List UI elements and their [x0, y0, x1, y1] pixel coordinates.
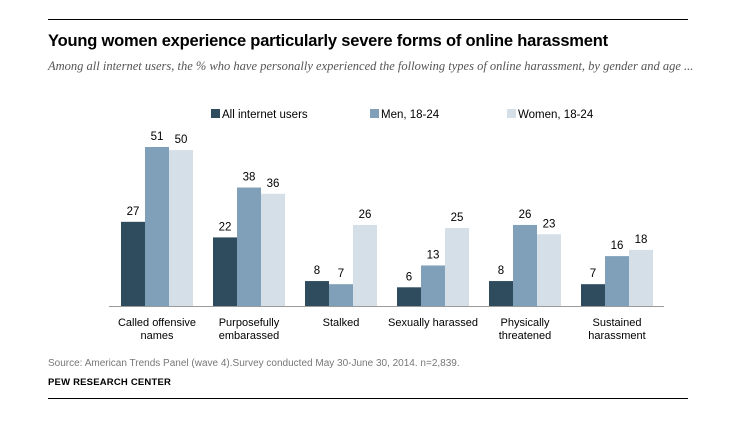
category-label-4: Sexually harassed [388, 317, 478, 329]
data-label-all-internet-users-6: 7 [590, 268, 596, 280]
bar-chart: All internet users Men, 18-24 Women, 18-24… [109, 109, 664, 342]
data-label-women-18-24-4: 25 [451, 212, 464, 224]
data-label-women-18-24-2: 36 [267, 178, 280, 190]
data-label-women-18-24-5: 23 [543, 218, 556, 230]
bar-women-18-24-3 [353, 224, 377, 306]
bar-all-internet-users-3 [305, 281, 329, 306]
legend-label-all-internet-users: All internet users [222, 109, 308, 121]
legend-swatch-all-internet-users [211, 109, 220, 118]
bar-men-18-24-2 [237, 187, 261, 306]
bar-women-18-24-4 [445, 228, 469, 306]
category-label-2: Purposefully embarassed [219, 317, 280, 342]
bar-all-internet-users-2 [213, 237, 237, 306]
data-label-women-18-24-1: 50 [175, 134, 188, 146]
bar-all-internet-users-6 [581, 284, 605, 306]
data-label-all-internet-users-5: 8 [498, 265, 504, 277]
bar-men-18-24-4 [421, 265, 445, 306]
data-label-men-18-24-6: 16 [611, 240, 624, 252]
bar-all-internet-users-4 [397, 287, 421, 306]
category-label-5: Physically threatened [499, 317, 552, 342]
legend-label-women-18-24: Women, 18-24 [518, 109, 594, 121]
category-label-6: Sustained harassment [588, 317, 645, 342]
bar-men-18-24-5 [513, 224, 537, 306]
legend-swatch-men-18-24 [370, 109, 379, 118]
category-label-3: Stalked [323, 317, 360, 329]
data-label-men-18-24-3: 7 [338, 268, 344, 280]
organization-name: PEW RESEARCH CENTER [48, 377, 172, 388]
data-label-men-18-24-2: 38 [243, 172, 256, 184]
bars-group [121, 147, 653, 306]
bar-men-18-24-3 [329, 284, 353, 306]
data-labels-group: 27 51 50 22 38 36 8 7 26 6 13 25 8 26 23 7 16 18 [127, 131, 648, 283]
category-labels-group: Called offensive names Purposefully embaras… [118, 317, 646, 342]
chart-title: Young women experience particularly seve… [48, 32, 608, 50]
bar-men-18-24-6 [605, 256, 629, 306]
category-label-1: Called offensive names [118, 317, 196, 342]
data-label-all-internet-users-3: 8 [314, 265, 320, 277]
data-label-men-18-24-5: 26 [519, 209, 532, 221]
legend-swatch-women-18-24 [507, 109, 516, 118]
chart-subtitle: Among all internet users, the % who have… [48, 59, 694, 73]
bar-all-internet-users-5 [489, 281, 513, 306]
bar-men-18-24-1 [145, 147, 169, 306]
top-rule [48, 19, 688, 20]
bar-all-internet-users-1 [121, 221, 145, 306]
legend-label-men-18-24: Men, 18-24 [381, 109, 440, 121]
data-label-men-18-24-4: 13 [427, 249, 440, 261]
bar-women-18-24-1 [169, 150, 193, 306]
data-label-men-18-24-1: 51 [151, 131, 164, 143]
source-note: Source: American Trends Panel (wave 4).S… [48, 358, 460, 369]
data-label-all-internet-users-1: 27 [127, 206, 140, 218]
data-label-all-internet-users-2: 22 [219, 221, 232, 233]
data-label-all-internet-users-4: 6 [406, 271, 412, 283]
data-label-women-18-24-3: 26 [359, 209, 372, 221]
bar-women-18-24-5 [537, 234, 561, 306]
bottom-rule [48, 398, 688, 399]
legend: All internet users Men, 18-24 Women, 18-24 [211, 109, 594, 121]
bar-women-18-24-2 [261, 193, 285, 306]
bar-women-18-24-6 [629, 249, 653, 306]
data-label-women-18-24-6: 18 [635, 234, 648, 246]
